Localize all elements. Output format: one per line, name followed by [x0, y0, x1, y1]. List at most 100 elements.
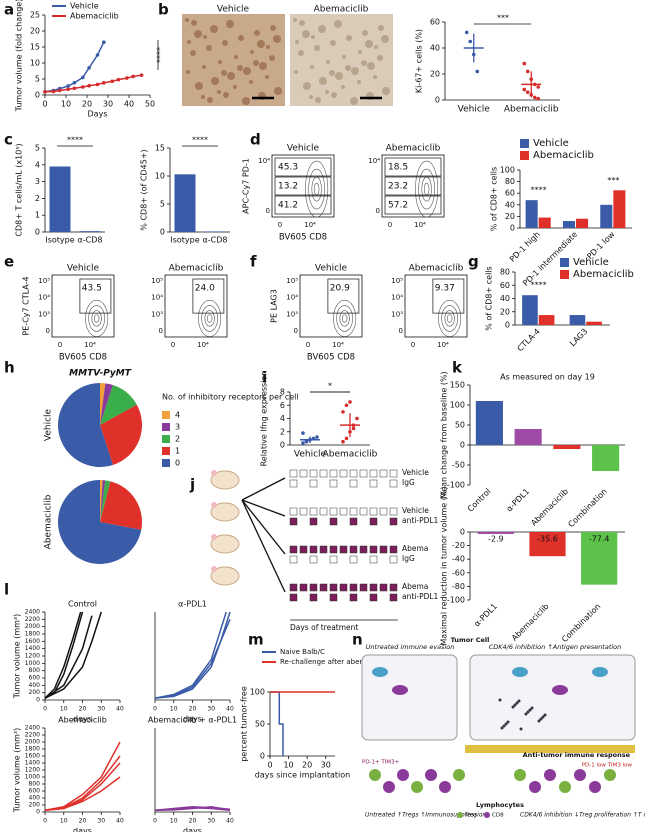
- dose-bottom: [329, 555, 338, 564]
- panel-letter: a: [4, 1, 14, 19]
- series-line: [44, 611, 102, 699]
- significance: ****: [192, 136, 208, 145]
- y-tick-label: -100: [447, 596, 465, 605]
- data-point: [344, 436, 349, 441]
- y-tick-label: 0: [35, 228, 40, 237]
- gate: [192, 278, 225, 314]
- molecule: [537, 719, 541, 723]
- legend-swatch: [457, 812, 463, 818]
- nucleus: [299, 20, 305, 26]
- group-label: Vehicle: [402, 506, 429, 515]
- x-tick-label: Combination: [560, 602, 602, 644]
- series-line: [270, 691, 284, 756]
- arrow: [241, 499, 286, 555]
- legend-label: 2: [175, 435, 180, 444]
- pie-slice: [100, 480, 106, 522]
- y-tick-label: 10³: [286, 310, 298, 318]
- contour: [201, 305, 218, 332]
- nucleus: [253, 60, 259, 66]
- significance: ***: [497, 14, 509, 23]
- nucleus: [206, 45, 212, 51]
- x-tick-label: PD-1 high: [508, 230, 542, 264]
- lymphocyte: [559, 781, 571, 793]
- nucleus: [293, 18, 297, 22]
- nucleus: [270, 25, 276, 31]
- dose-top: [299, 469, 308, 478]
- pie-slice: [100, 383, 113, 425]
- label: Treg: [464, 813, 477, 819]
- arrow: [241, 499, 286, 593]
- image-label: Vehicle: [217, 5, 250, 15]
- x-tick-label: 30: [321, 761, 331, 770]
- y-axis-label: Maximal reduction in tumor volume (%): [440, 486, 449, 645]
- molecule: [498, 698, 502, 702]
- data-point: [51, 89, 56, 94]
- y-tick-label: 10: [155, 172, 165, 181]
- bar: [204, 231, 226, 232]
- mouse-ear: [211, 470, 217, 476]
- protein: [552, 685, 568, 695]
- mouse: [210, 470, 240, 490]
- data-point: [475, 69, 480, 74]
- gate-value: 24.0: [195, 284, 215, 294]
- nucleus: [195, 82, 203, 90]
- lymphocyte: [604, 769, 616, 781]
- y-tick-label: 60: [505, 189, 515, 198]
- y-tick-label: 4: [35, 160, 40, 169]
- panel-letter: n: [352, 631, 363, 649]
- x-tick-label: 30: [97, 818, 105, 825]
- y-tick-label: -40: [452, 555, 465, 564]
- nucleus: [266, 45, 270, 49]
- protein: [592, 667, 608, 677]
- y-tick-label: 0: [399, 327, 403, 335]
- gate: [432, 278, 465, 314]
- nucleus: [302, 30, 310, 38]
- data-point: [536, 96, 541, 101]
- data-point: [355, 416, 359, 421]
- contour: [421, 176, 432, 202]
- molecule: [539, 717, 543, 721]
- legend-label: 0: [175, 459, 180, 468]
- y-tick-label: 0: [36, 697, 40, 704]
- legend-label: Vehicle: [533, 138, 569, 149]
- x-tick-label: 30: [207, 818, 215, 825]
- legend-label: Vehicle: [70, 2, 99, 11]
- bar: [477, 532, 514, 534]
- molecule: [513, 703, 517, 707]
- panel-letter: b: [158, 1, 169, 19]
- x-tick-label: Control: [466, 487, 493, 514]
- nucleus: [207, 97, 213, 103]
- x-tick-label: 40: [116, 818, 124, 825]
- legend-swatch: [162, 435, 170, 443]
- y-tick-label: 10⁴: [151, 294, 163, 302]
- x-tick-label: 0: [58, 341, 62, 349]
- x-tick-label: 40: [226, 818, 234, 825]
- nucleus: [257, 40, 265, 48]
- y-axis-label: Relative Ifng expression: [260, 371, 269, 467]
- y-tick-label: 800: [29, 667, 41, 674]
- dose-bottom: [389, 479, 398, 488]
- data-point: [525, 90, 530, 94]
- pie-slice: [100, 385, 137, 425]
- dose-top: [339, 583, 348, 592]
- legend-label: Abemaciclib: [533, 150, 594, 161]
- dose-top: [309, 507, 318, 516]
- dose-bottom: [329, 593, 338, 602]
- dose-top: [289, 545, 298, 554]
- nucleus: [222, 40, 228, 46]
- nucleus: [254, 30, 260, 36]
- molecule: [502, 724, 506, 728]
- arrow: [241, 477, 286, 501]
- y-tick-label: 2400: [25, 609, 40, 616]
- nucleus: [185, 18, 189, 22]
- nucleus: [325, 90, 329, 94]
- nucleus: [350, 97, 358, 105]
- y-tick-label: 100: [250, 688, 265, 697]
- panel-letter: h: [4, 359, 15, 377]
- nucleus: [318, 25, 326, 33]
- x-tick-label: 0: [171, 341, 175, 349]
- nucleus: [345, 65, 351, 71]
- contour: [333, 299, 357, 337]
- x-tick-label: 10⁴: [414, 221, 426, 229]
- legend-label: Vehicle: [573, 257, 609, 268]
